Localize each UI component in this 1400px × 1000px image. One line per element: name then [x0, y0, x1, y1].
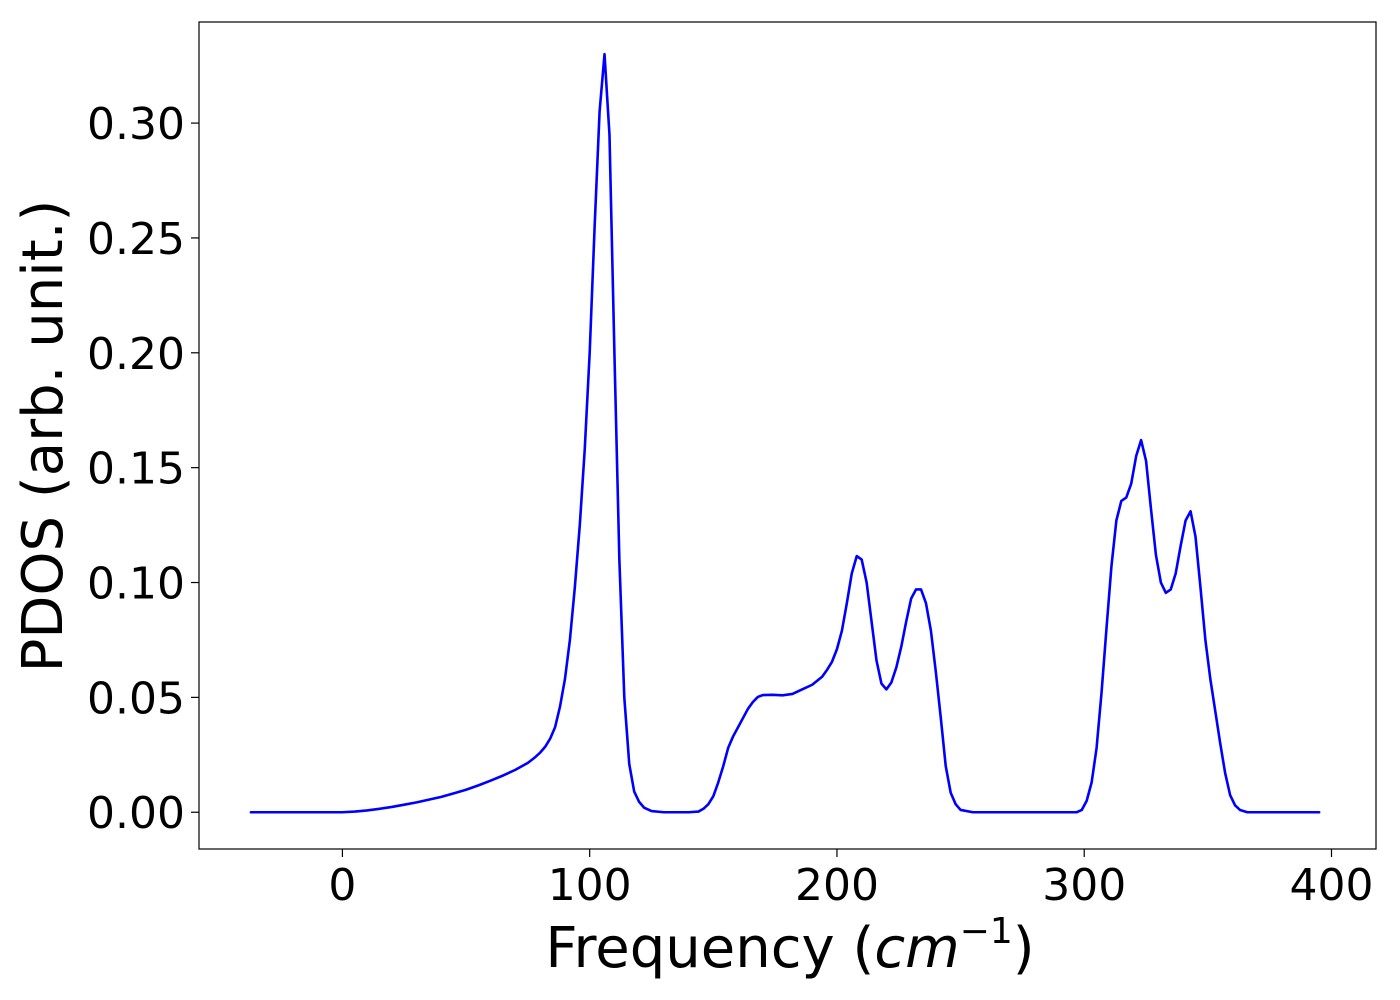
x-axis-label-exponent: −1 [960, 911, 1013, 952]
plot-frame [198, 21, 1377, 850]
x-tick-label: 400 [1289, 860, 1373, 911]
x-tick-label: 300 [1042, 860, 1126, 911]
y-tick-label: 0.20 [87, 329, 185, 380]
y-axis-label: PDOS (arb. unit.) [11, 200, 76, 673]
pdos-line-series-0 [249, 52, 1321, 814]
x-axis-label-unit: cm [874, 916, 959, 981]
y-tick-label: 0.05 [87, 673, 185, 724]
y-tick-label: 0.10 [87, 559, 185, 610]
x-axis-label: Frequency (cm−1) [545, 911, 1034, 981]
x-tick-label: 200 [795, 860, 879, 911]
y-tick-label: 0.25 [87, 214, 185, 265]
x-tick-label: 100 [548, 860, 632, 911]
x-axis-label-suffix: ) [1013, 916, 1035, 981]
x-tick-label: 0 [328, 860, 356, 911]
series-layer [249, 52, 1321, 814]
y-axis-ticks: 0.00 0.05 0.10 0.15 0.20 0.25 0.30 [87, 99, 199, 839]
x-axis-ticks: 0 100 200 300 400 [328, 849, 1373, 911]
y-tick-label: 0.30 [87, 99, 185, 150]
x-axis-label-prefix: Frequency ( [545, 916, 874, 981]
y-tick-label: 0.15 [87, 444, 185, 495]
y-tick-label: 0.00 [87, 788, 185, 839]
